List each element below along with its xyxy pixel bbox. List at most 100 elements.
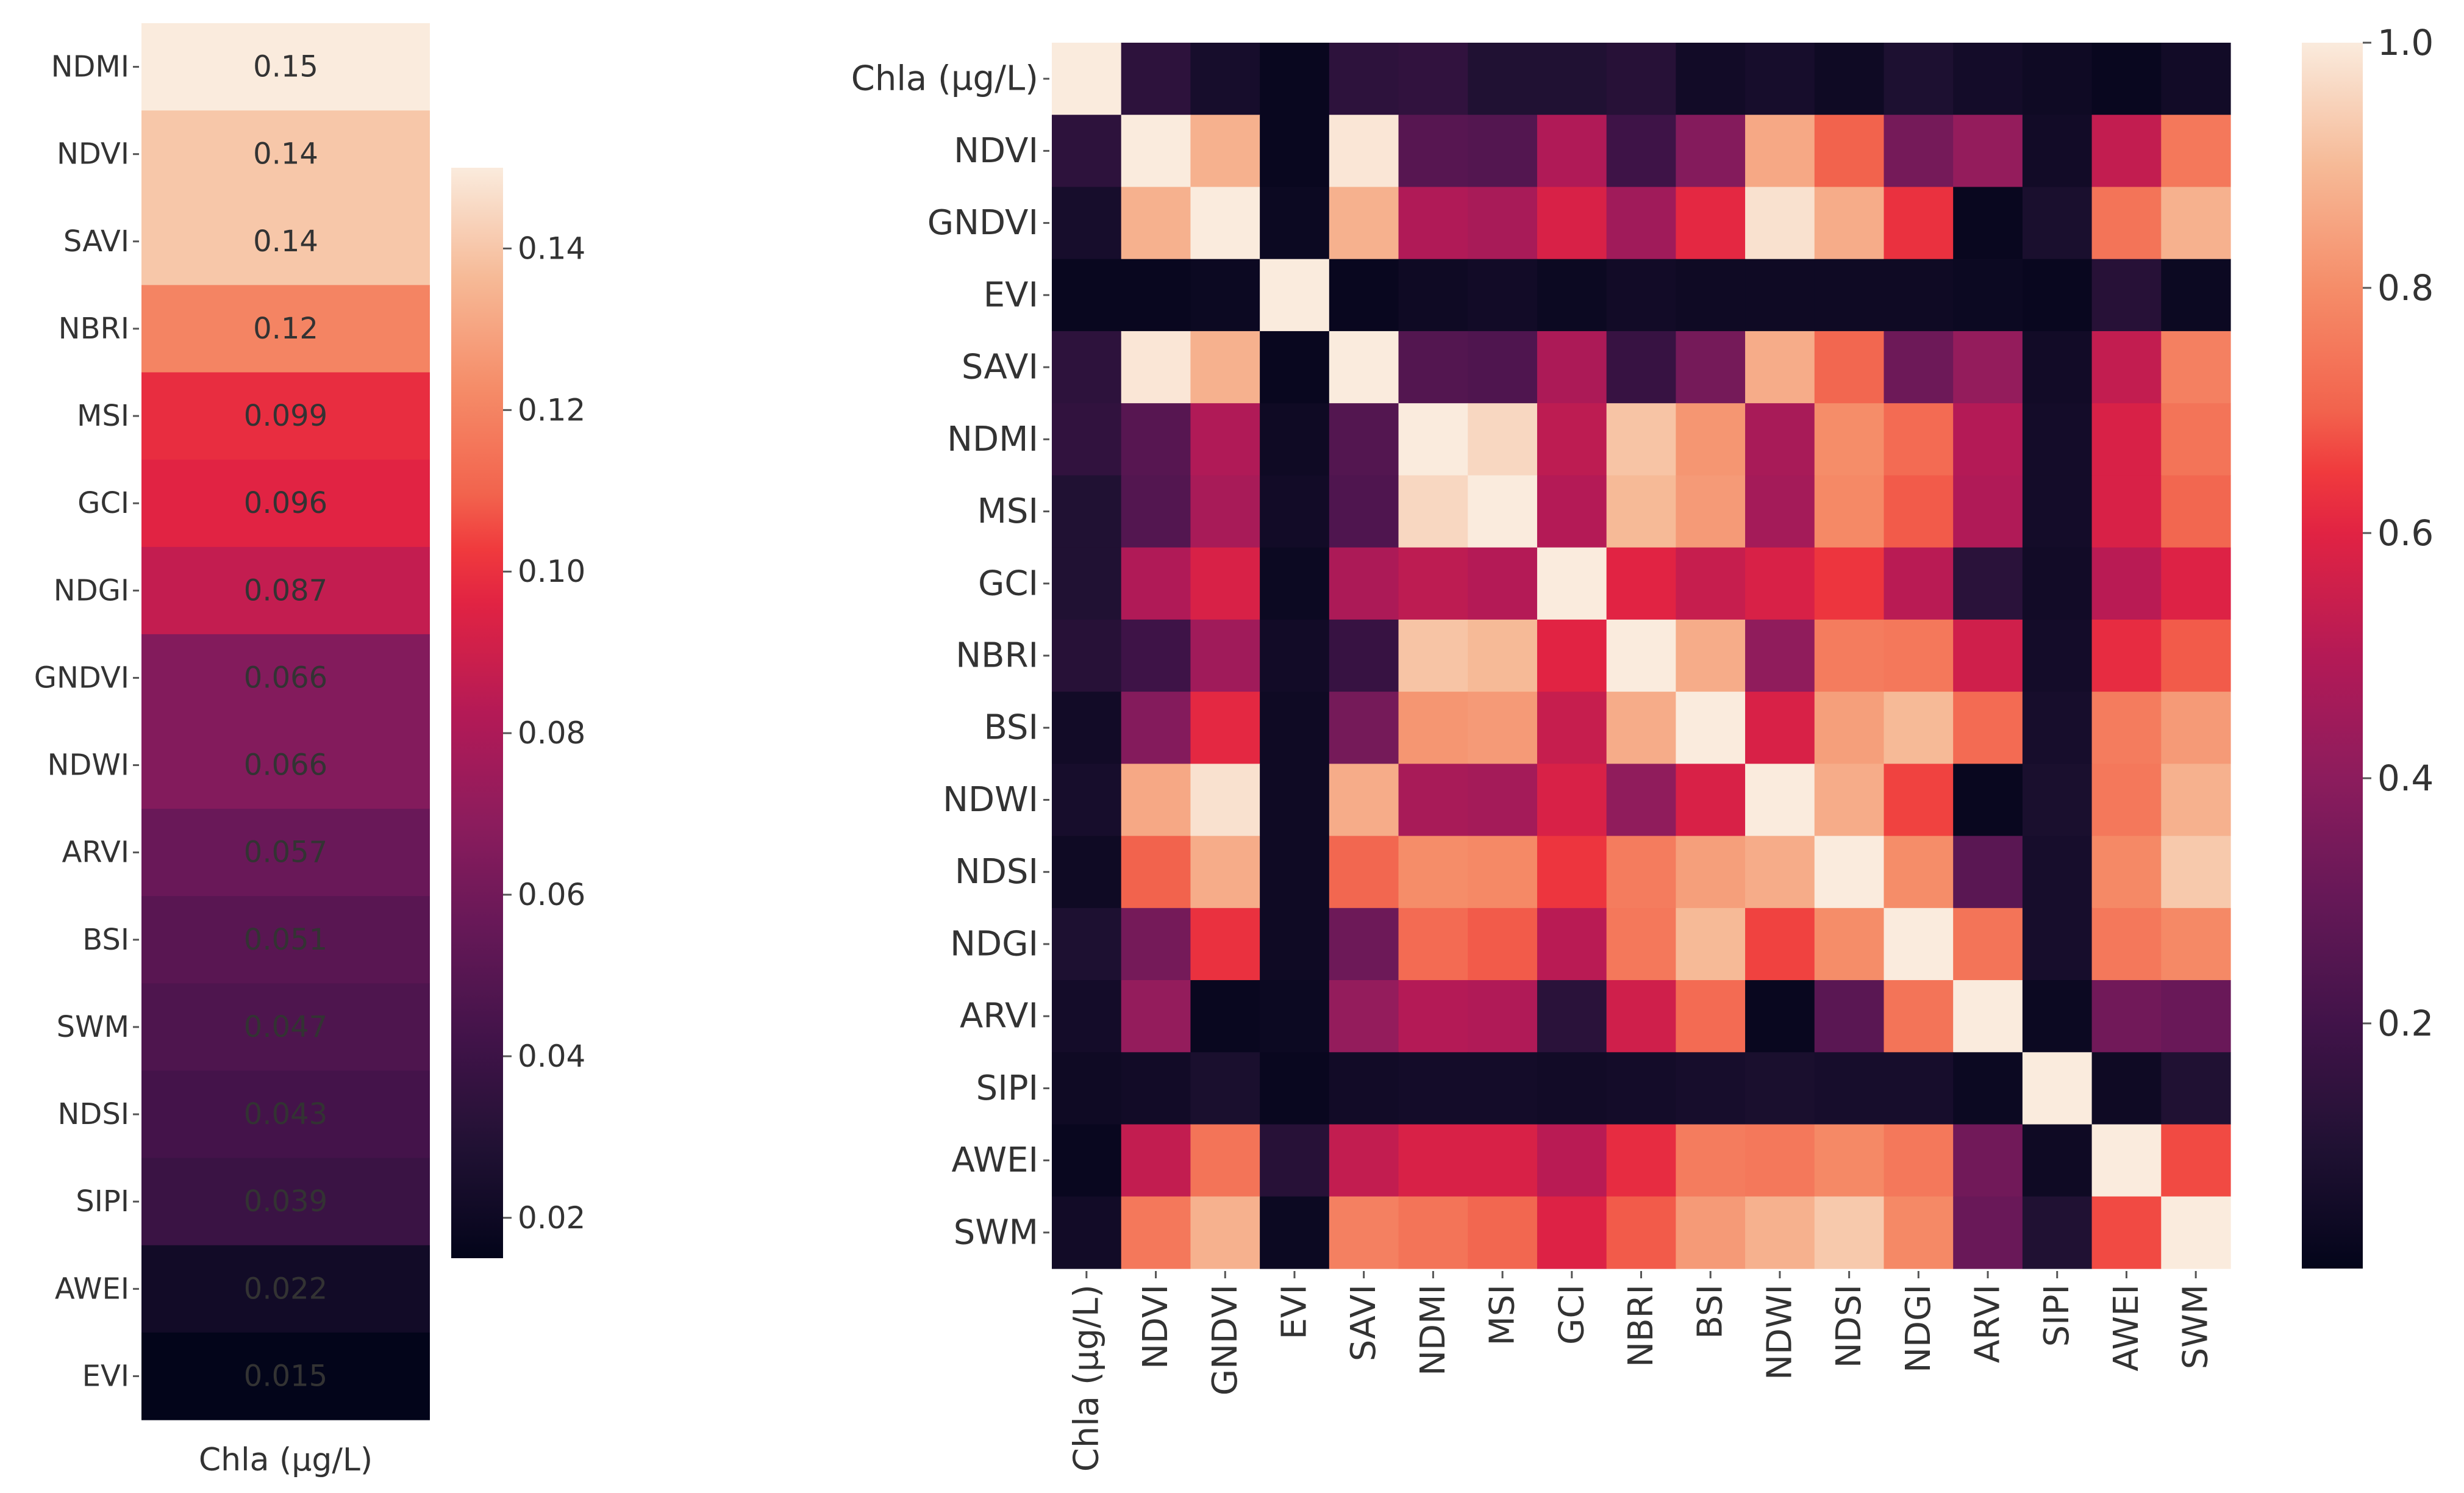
right-heatmap-cell (1884, 403, 1954, 476)
right-heatmap-cell (1745, 331, 1815, 404)
right-col-label: NDGI (1899, 1284, 1938, 1373)
right-heatmap-cell (1121, 475, 1191, 548)
right-heatmap-cell (1468, 1124, 1538, 1197)
left-heatmap: 0.15 NDMI 0.14 NDVI 0.14 SAVI 0.12 NBRI 0.099 MSI… (34, 23, 430, 1478)
right-heatmap-cell (1052, 619, 1122, 692)
right-heatmap-cell (1190, 1196, 1260, 1269)
left-row-label: MSI (77, 399, 129, 433)
right-heatmap-cell (1398, 547, 1468, 620)
right-heatmap-cell (1190, 692, 1260, 764)
right-heatmap-cell (1260, 547, 1330, 620)
right-heatmap-cell (1814, 764, 1885, 837)
right-row-label: Chla (µg/L) (851, 59, 1038, 99)
right-heatmap-cell (2161, 547, 2231, 620)
right-heatmap-cell (1814, 187, 1885, 260)
right-heatmap-cell (1676, 908, 1746, 981)
right-heatmap-cell (2161, 836, 2231, 909)
right-heatmap-cell (1190, 1124, 1260, 1197)
left-colorbar-tick-label: 0.06 (518, 877, 585, 912)
right-col-label: Chla (µg/L) (1066, 1284, 1106, 1472)
right-heatmap-cell (1953, 547, 2023, 620)
right-heatmap-cell (1606, 619, 1676, 692)
right-heatmap-cell (1745, 547, 1815, 620)
right-heatmap-cell (1329, 1124, 1399, 1197)
left-heatmap-cell (141, 546, 430, 635)
right-heatmap-cell (1329, 619, 1399, 692)
left-heatmap-value: 0.051 (244, 923, 327, 957)
right-heatmap-cell (2091, 692, 2162, 764)
left-colorbar-tick-label: 0.08 (518, 715, 585, 751)
right-heatmap: Chla (µg/L) Chla (µg/L) NDVI NDVI GNDVI GNDVI… (851, 43, 2231, 1472)
right-heatmap-cell (1676, 403, 1746, 476)
right-heatmap-cell (2091, 908, 2162, 981)
right-heatmap-cell (2091, 1124, 2162, 1197)
right-heatmap-cell (1468, 980, 1538, 1053)
right-heatmap-cell (2161, 259, 2231, 332)
right-heatmap-cell (1953, 1052, 2023, 1125)
right-heatmap-cell (1745, 908, 1815, 981)
right-heatmap-cell (1121, 980, 1191, 1053)
left-heatmap-value: 0.096 (244, 486, 327, 520)
right-heatmap-cell (1606, 43, 1676, 115)
left-heatmap-cell (141, 634, 430, 722)
right-heatmap-cell (1190, 908, 1260, 981)
right-heatmap-cell (2091, 115, 2162, 188)
right-heatmap-cell (1121, 115, 1191, 188)
right-heatmap-cell (1329, 115, 1399, 188)
right-heatmap-cell (1814, 1124, 1885, 1197)
right-heatmap-cell (1329, 1052, 1399, 1125)
right-heatmap-cell (2161, 1124, 2231, 1197)
right-col-label: NDSI (1829, 1284, 1869, 1368)
left-heatmap-value: 0.15 (253, 50, 318, 84)
right-heatmap-cell (1052, 187, 1122, 260)
right-heatmap-cell (1953, 475, 2023, 548)
right-heatmap-cell (1745, 403, 1815, 476)
right-heatmap-cell (1190, 547, 1260, 620)
right-heatmap-cell (2161, 331, 2231, 404)
left-colorbar-tick-label: 0.14 (518, 231, 585, 266)
right-heatmap-cell (1260, 836, 1330, 909)
right-heatmap-cell (1676, 259, 1746, 332)
right-heatmap-cell (1052, 908, 1122, 981)
right-heatmap-cell (1953, 980, 2023, 1053)
right-heatmap-cell (1884, 1124, 1954, 1197)
left-row-label: ARVI (62, 836, 129, 870)
right-heatmap-cell (1745, 1196, 1815, 1269)
right-colorbar-tick-label: 0.4 (2377, 757, 2434, 799)
right-heatmap-cell (1260, 764, 1330, 837)
right-heatmap-cell (2022, 1196, 2093, 1269)
left-heatmap-value: 0.099 (244, 399, 327, 433)
right-heatmap-cell (1676, 1196, 1746, 1269)
right-row-label: GCI (978, 564, 1038, 603)
right-heatmap-cell (1953, 908, 2023, 981)
right-heatmap-cell (1745, 764, 1815, 837)
left-row-label: AWEI (55, 1272, 129, 1306)
right-heatmap-cell (1745, 43, 1815, 115)
right-heatmap-cell (1606, 259, 1676, 332)
right-heatmap-cell (1121, 764, 1191, 837)
right-heatmap-cell (1190, 836, 1260, 909)
right-heatmap-cell (1814, 1196, 1885, 1269)
right-col-label: NBRI (1621, 1284, 1661, 1367)
right-heatmap-cell (1468, 331, 1538, 404)
right-heatmap-cell (1537, 836, 1607, 909)
right-row-label: SWM (954, 1212, 1038, 1252)
left-colorbar-tick-label: 0.12 (518, 392, 585, 428)
right-heatmap-cell (2022, 43, 2093, 115)
left-heatmap-value: 0.015 (244, 1359, 327, 1393)
right-heatmap-cell (1329, 692, 1399, 764)
right-heatmap-cell (1260, 187, 1330, 260)
right-row-label: BSI (984, 708, 1039, 748)
right-heatmap-cell (1398, 908, 1468, 981)
right-heatmap-cell (1052, 403, 1122, 476)
right-heatmap-cell (1537, 980, 1607, 1053)
right-heatmap-cell (1676, 331, 1746, 404)
right-row-label: NDSI (955, 852, 1038, 892)
left-heatmap-cell (141, 198, 430, 285)
left-row-label: NDGI (54, 573, 129, 607)
right-heatmap-cell (1884, 43, 1954, 115)
right-heatmap-cell (1398, 836, 1468, 909)
right-heatmap-cell (1190, 764, 1260, 837)
right-heatmap-cell (2091, 43, 2162, 115)
